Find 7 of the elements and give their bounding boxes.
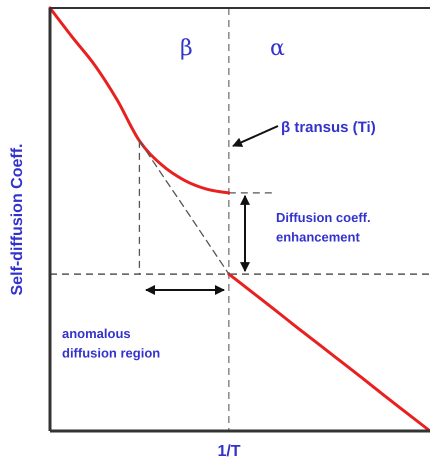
annotation: anomalous diffusion region [62,326,160,360]
annotation: Diffusion coeff. enhancement [276,210,371,244]
x-axis-title: 1/T [217,443,241,460]
y-axis-title: Self-diffusion Coeff. [9,144,26,296]
annotation: β transus (Ti) [281,119,376,136]
annotation: α [270,36,285,61]
annotation: β [180,36,193,61]
